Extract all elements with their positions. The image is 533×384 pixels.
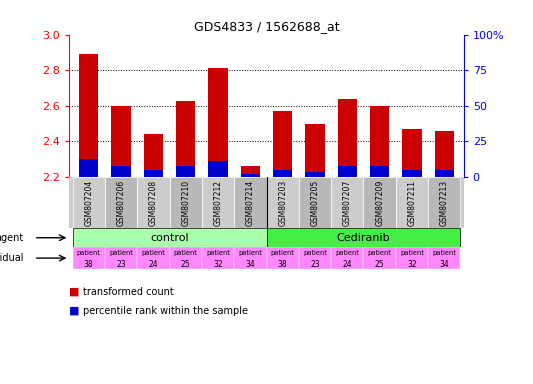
Text: control: control <box>150 233 189 243</box>
Bar <box>234 177 266 228</box>
Text: GSM807213: GSM807213 <box>440 180 449 226</box>
Text: patient: patient <box>174 250 198 256</box>
Bar <box>266 247 299 269</box>
Bar <box>137 247 169 269</box>
Bar <box>370 106 389 177</box>
Text: GSM807209: GSM807209 <box>375 179 384 226</box>
Bar <box>337 166 357 177</box>
Bar <box>331 247 364 269</box>
Text: patient: patient <box>400 250 424 256</box>
Bar <box>208 161 228 177</box>
Bar <box>273 111 293 177</box>
Text: GSM807211: GSM807211 <box>408 180 416 226</box>
Bar <box>428 177 461 228</box>
Bar <box>111 166 131 177</box>
Text: patient: patient <box>238 250 262 256</box>
Bar <box>434 170 454 177</box>
Bar <box>72 228 266 247</box>
Bar <box>402 129 422 177</box>
Bar <box>240 174 260 177</box>
Text: GSM807208: GSM807208 <box>149 180 158 226</box>
Text: 34: 34 <box>439 260 449 268</box>
Bar <box>266 177 299 228</box>
Text: patient: patient <box>109 250 133 256</box>
Text: percentile rank within the sample: percentile rank within the sample <box>83 306 248 316</box>
Text: patient: patient <box>432 250 456 256</box>
Bar <box>266 228 461 247</box>
Bar <box>402 170 422 177</box>
Text: individual: individual <box>0 253 24 263</box>
Bar <box>169 177 202 228</box>
Bar <box>79 54 99 177</box>
Text: 25: 25 <box>375 260 384 268</box>
Bar <box>434 131 454 177</box>
Text: ■: ■ <box>69 306 80 316</box>
Text: 23: 23 <box>116 260 126 268</box>
Bar <box>370 166 389 177</box>
Text: 38: 38 <box>278 260 287 268</box>
Bar <box>137 177 169 228</box>
Bar <box>396 247 428 269</box>
Title: GDS4833 / 1562688_at: GDS4833 / 1562688_at <box>193 20 340 33</box>
Bar <box>337 99 357 177</box>
Bar <box>72 177 105 228</box>
Text: GSM807214: GSM807214 <box>246 180 255 226</box>
Bar <box>169 247 202 269</box>
Text: patient: patient <box>271 250 295 256</box>
Text: 32: 32 <box>407 260 417 268</box>
Bar <box>331 177 364 228</box>
Text: 38: 38 <box>84 260 93 268</box>
Text: 34: 34 <box>246 260 255 268</box>
Text: ■: ■ <box>69 287 80 297</box>
Text: GSM807204: GSM807204 <box>84 179 93 226</box>
Text: agent: agent <box>0 233 24 243</box>
Text: patient: patient <box>368 250 392 256</box>
Bar <box>176 101 196 177</box>
Text: patient: patient <box>206 250 230 256</box>
Text: GSM807205: GSM807205 <box>311 179 319 226</box>
Text: patient: patient <box>303 250 327 256</box>
Bar <box>202 177 234 228</box>
Bar <box>240 166 260 177</box>
Text: patient: patient <box>141 250 165 256</box>
Text: patient: patient <box>77 250 101 256</box>
Bar <box>305 172 325 177</box>
Text: GSM807210: GSM807210 <box>181 180 190 226</box>
Text: 25: 25 <box>181 260 190 268</box>
Bar <box>299 177 331 228</box>
Bar <box>364 247 396 269</box>
Bar <box>105 177 137 228</box>
Text: GSM807207: GSM807207 <box>343 179 352 226</box>
Text: patient: patient <box>335 250 359 256</box>
Text: 23: 23 <box>310 260 320 268</box>
Bar <box>305 124 325 177</box>
Bar <box>208 68 228 177</box>
Text: 24: 24 <box>343 260 352 268</box>
Bar <box>72 247 105 269</box>
Bar <box>364 177 396 228</box>
Text: transformed count: transformed count <box>83 287 173 297</box>
Bar <box>144 134 163 177</box>
Text: Cediranib: Cediranib <box>337 233 390 243</box>
Text: 32: 32 <box>213 260 223 268</box>
Bar <box>111 106 131 177</box>
Text: 24: 24 <box>149 260 158 268</box>
Bar <box>428 247 461 269</box>
Bar <box>176 166 196 177</box>
Text: GSM807206: GSM807206 <box>117 179 125 226</box>
Bar <box>202 247 234 269</box>
Bar <box>144 170 163 177</box>
Bar <box>273 170 293 177</box>
Text: GSM807203: GSM807203 <box>278 179 287 226</box>
Bar <box>79 159 99 177</box>
Text: GSM807212: GSM807212 <box>214 180 222 226</box>
Bar <box>396 177 428 228</box>
Bar <box>105 247 137 269</box>
Bar <box>299 247 331 269</box>
Bar <box>234 247 266 269</box>
